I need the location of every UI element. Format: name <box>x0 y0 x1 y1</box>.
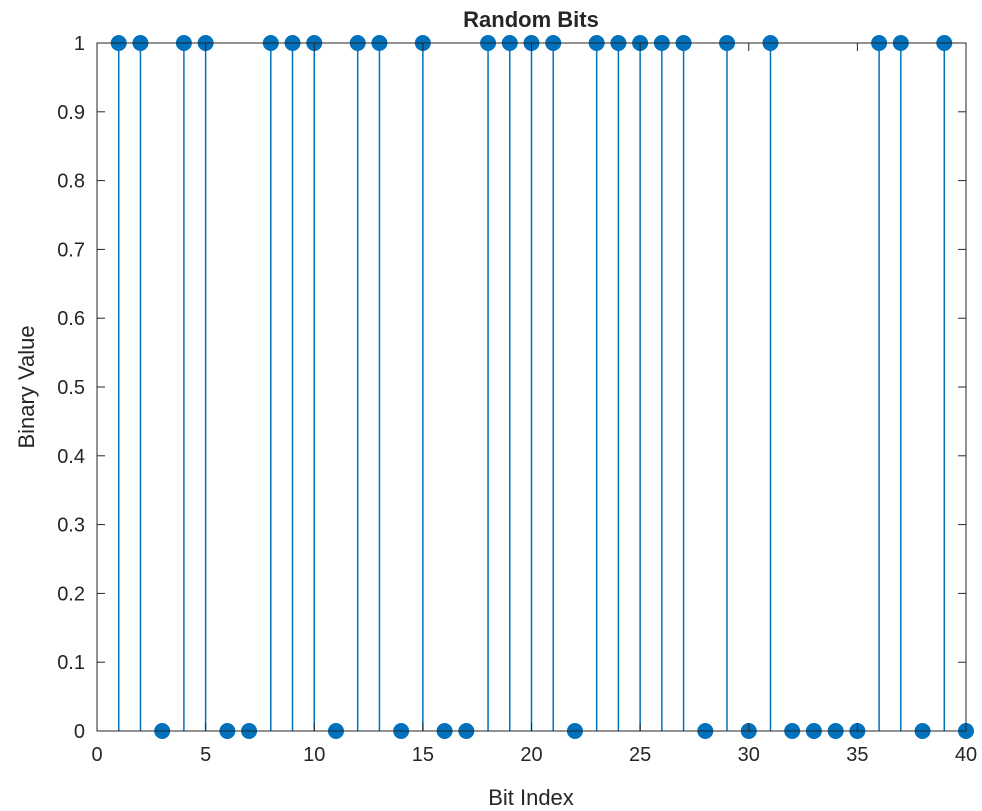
x-tick-label-0: 0 <box>91 744 102 766</box>
x-tick-label-20: 20 <box>520 744 542 766</box>
y-tick-label-0.1: 0.1 <box>57 652 85 674</box>
x-tick-label-40: 40 <box>955 744 977 766</box>
y-tick-label-0.8: 0.8 <box>57 171 85 193</box>
y-tick-label-0.4: 0.4 <box>57 446 85 468</box>
x-tick-label-30: 30 <box>738 744 760 766</box>
x-tick-label-25: 25 <box>629 744 651 766</box>
y-tick-label-0: 0 <box>74 721 85 743</box>
x-axis-label: Bit Index <box>488 785 574 810</box>
y-tick-label-0.2: 0.2 <box>57 583 85 605</box>
y-tick-label-0.3: 0.3 <box>57 515 85 537</box>
x-tick-label-35: 35 <box>846 744 868 766</box>
y-tick-label-0.9: 0.9 <box>57 102 85 124</box>
x-axis-ticks: 0 5 10 15 20 25 30 35 40 <box>91 43 977 766</box>
y-tick-label-0.7: 0.7 <box>57 239 85 261</box>
stem-lines <box>117 43 946 731</box>
y-axis-ticks: 0 0.1 0.2 0.3 0.4 0.5 0.6 0.7 0.8 0.9 1 <box>57 33 966 743</box>
y-tick-label-1: 1 <box>74 33 85 55</box>
y-tick-label-0.5: 0.5 <box>57 377 85 399</box>
x-tick-label-10: 10 <box>303 744 325 766</box>
chart-title: Random Bits <box>463 7 599 32</box>
y-axis-label: Binary Value <box>14 325 39 448</box>
y-tick-label-0.6: 0.6 <box>57 308 85 330</box>
x-tick-label-5: 5 <box>200 744 211 766</box>
x-tick-label-15: 15 <box>412 744 434 766</box>
